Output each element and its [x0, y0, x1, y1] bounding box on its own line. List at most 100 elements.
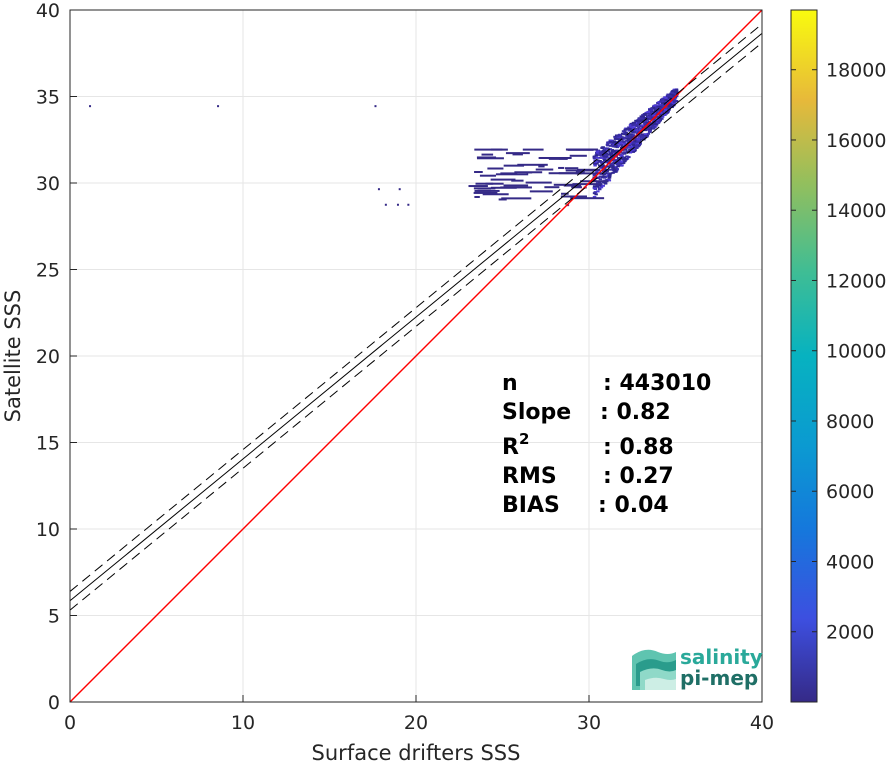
density-cell-905 — [482, 193, 509, 196]
density-cell-102 — [656, 121, 661, 124]
density-cell-570 — [662, 98, 667, 101]
density-cell-884 — [631, 124, 635, 127]
density-cell-607 — [623, 128, 627, 131]
density-cell-596 — [593, 164, 597, 167]
density-cell-789 — [631, 143, 635, 146]
density-cell-681 — [633, 139, 637, 142]
density-cell-250 — [595, 184, 599, 187]
density-cell-619 — [658, 114, 663, 117]
density-cell-275 — [595, 153, 599, 156]
density-cell-610 — [638, 128, 643, 131]
density-cell-608 — [635, 132, 640, 135]
logo-line2: pi-mep — [680, 666, 758, 690]
density-cell-262 — [670, 96, 675, 99]
density-cell-620 — [619, 160, 624, 163]
density-cell-560 — [673, 93, 678, 96]
density-cell-799 — [670, 104, 675, 107]
density-cell-867 — [674, 91, 679, 94]
density-cell-721 — [602, 149, 606, 152]
density-cell-885 — [661, 104, 665, 107]
density-cell-949 — [570, 197, 605, 200]
density-cell-512 — [614, 170, 618, 173]
density-cell-650 — [602, 181, 607, 184]
density-cell-859 — [651, 126, 656, 129]
density-cell-674 — [627, 138, 632, 141]
density-cell-642 — [610, 150, 615, 153]
y-tick-2: 10 — [36, 519, 60, 541]
cb-tick-4: 10000 — [826, 341, 886, 363]
density-cell-666 — [623, 133, 627, 136]
density-cell-931 — [577, 168, 601, 171]
density-cell-407 — [602, 148, 607, 151]
density-cell-923 — [473, 187, 496, 190]
density-cell-719 — [636, 138, 640, 141]
density-cell-432 — [646, 132, 651, 135]
density-cell-106 — [597, 181, 602, 184]
stat-bias-label: BIAS — [502, 493, 560, 518]
density-cell-824 — [606, 159, 610, 162]
density-cell-376 — [618, 163, 622, 166]
density-cell-684 — [598, 184, 603, 187]
y-tick-6: 30 — [36, 173, 60, 195]
y-tick-1: 5 — [48, 606, 60, 628]
density-cell-896 — [652, 114, 656, 117]
density-cell-854 — [670, 91, 674, 94]
density-cell-948 — [558, 172, 582, 175]
density-cell-915 — [535, 168, 554, 171]
density-cell-832 — [620, 156, 624, 159]
density-cell-647 — [631, 150, 636, 153]
fit-band-line-0 — [70, 23, 762, 592]
cb-tick-0: 2000 — [826, 622, 874, 644]
density-cell-503 — [629, 122, 634, 125]
density-cell-385 — [616, 138, 620, 141]
x-tick-3: 30 — [577, 712, 601, 734]
density-cell-765 — [632, 145, 636, 148]
density-cell-846 — [625, 134, 629, 137]
density-cell-731 — [604, 147, 609, 150]
density-cell-248 — [637, 126, 641, 129]
density-cell-644 — [662, 101, 667, 104]
density-cell-752 — [605, 161, 610, 164]
density-cell-252 — [632, 128, 636, 131]
stat-r2-base: R — [502, 435, 519, 460]
density-cell-302 — [599, 186, 604, 189]
density-cell-922 — [487, 167, 504, 170]
density-cell-705 — [607, 156, 612, 159]
density-cell-569 — [612, 142, 616, 145]
density-cell-865 — [627, 142, 632, 145]
density-cell-954 — [477, 157, 504, 160]
density-cell-945 — [565, 167, 579, 170]
density-cell-845 — [608, 140, 613, 143]
stat-slope-label: Slope — [502, 400, 571, 425]
density-cell-892 — [655, 106, 659, 109]
y-axis-label: Satellite SSS — [1, 290, 25, 423]
density-cell-232 — [615, 146, 620, 149]
density-cell-482 — [636, 129, 640, 132]
fit-band-line-1 — [70, 42, 762, 611]
density-cell-955 — [477, 189, 491, 192]
density-cell-863 — [621, 152, 625, 155]
density-cell-631 — [601, 165, 606, 168]
density-cell-327 — [594, 193, 598, 196]
density-cell-782 — [630, 130, 634, 133]
density-cell-727 — [641, 133, 645, 136]
density-cell-888 — [667, 107, 671, 110]
density-cell-864 — [627, 145, 631, 148]
density-cell-995 — [384, 203, 387, 206]
density-cell-869 — [648, 115, 652, 118]
x-tick-1: 10 — [231, 712, 255, 734]
density-cell-936 — [479, 174, 496, 177]
density-cell-815 — [608, 158, 613, 161]
density-cell-83 — [592, 192, 597, 195]
density-cell-836 — [605, 143, 610, 146]
density-cell-840 — [618, 149, 622, 152]
density-cell-714 — [659, 100, 663, 103]
density-cell-812 — [659, 111, 663, 114]
x-tick-2: 20 — [404, 712, 428, 734]
density-cell-917 — [529, 190, 553, 193]
stat-bias-value: : 0.04 — [598, 493, 669, 518]
density-cell-144 — [647, 111, 652, 114]
density-cell-517 — [628, 133, 632, 136]
stat-slope-value: : 0.82 — [600, 400, 671, 425]
density-cell-233 — [598, 178, 603, 181]
